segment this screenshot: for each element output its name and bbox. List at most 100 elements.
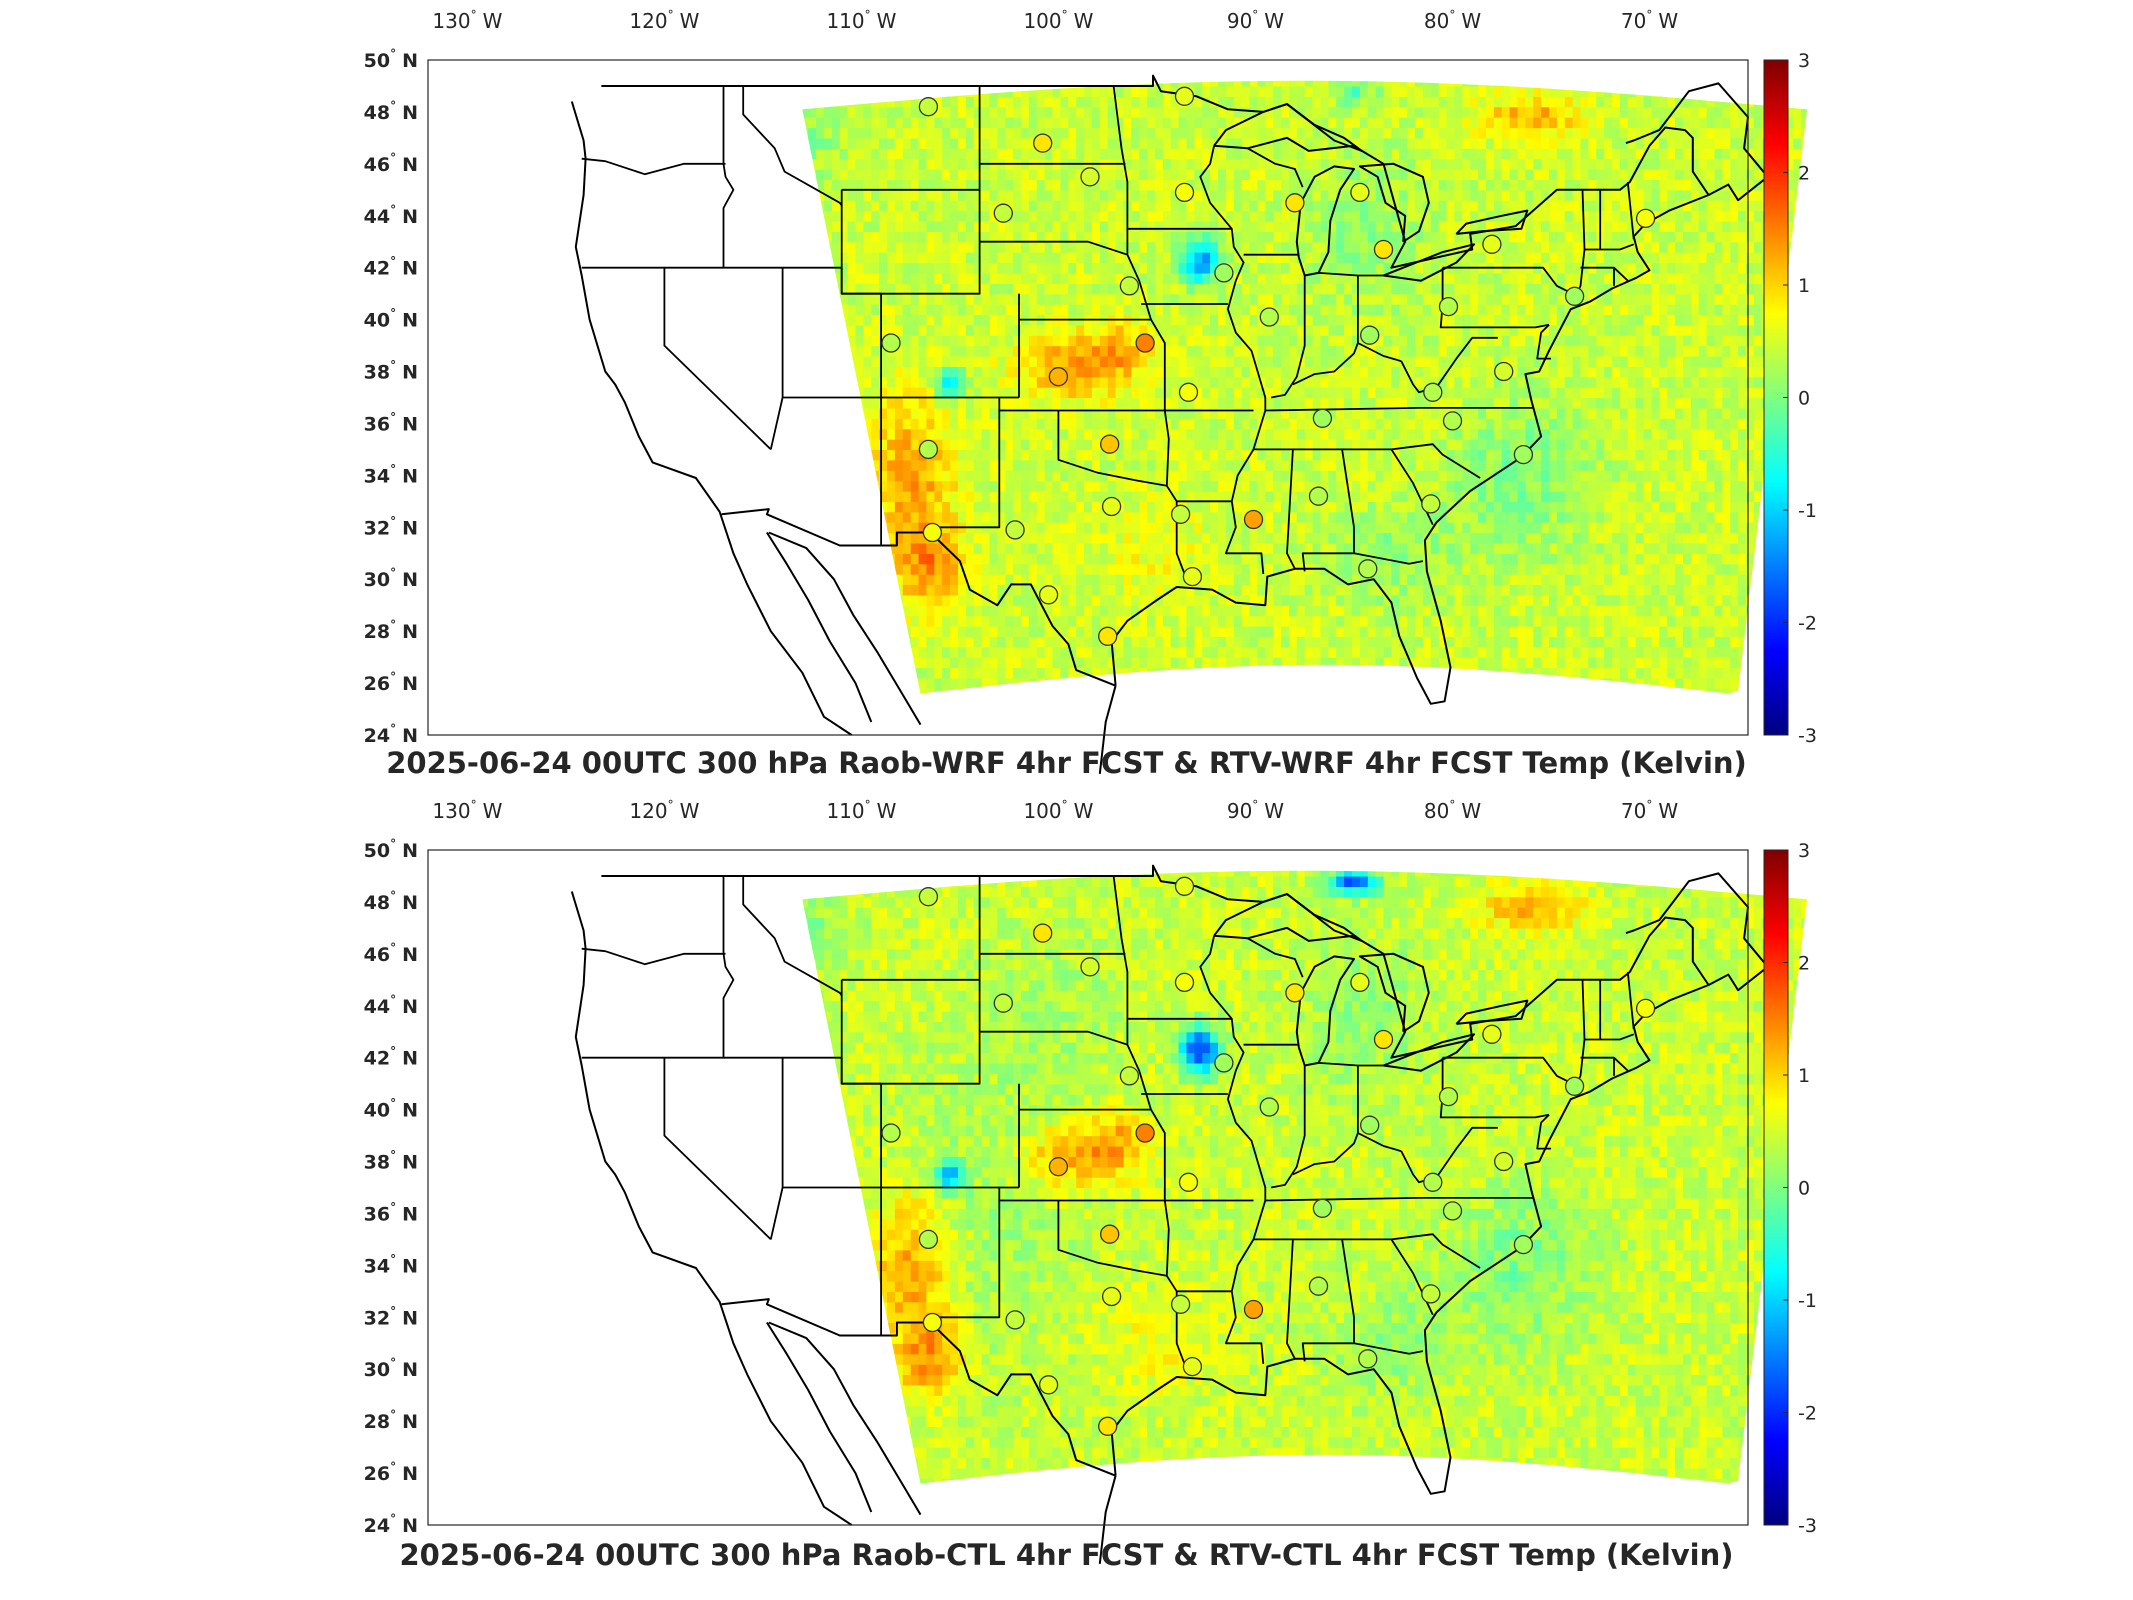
map-axes-frame — [427, 849, 1749, 1526]
raob-station-marker — [993, 993, 1013, 1013]
raob-station-marker — [1178, 382, 1199, 402]
raob-station-marker — [1174, 182, 1195, 203]
raob-station-marker — [1513, 444, 1534, 465]
colorbar-tick-label: -2 — [1798, 613, 1817, 635]
raob-stations — [881, 876, 1656, 1436]
state-border — [1584, 1033, 1635, 1041]
state-border — [581, 157, 726, 176]
raob-station-marker — [1350, 182, 1370, 203]
raob-station-marker — [1135, 333, 1155, 353]
state-border — [1199, 935, 1267, 1365]
raob-station-marker — [1174, 972, 1195, 993]
state-border — [1247, 147, 1304, 188]
raob-station-marker — [1174, 86, 1195, 106]
raob-station-marker — [922, 1312, 943, 1333]
lon-tick-label: 70° W — [1621, 798, 1678, 823]
state-border — [722, 876, 735, 1058]
lat-tick-label: 44° N — [364, 993, 418, 1018]
state-border — [1439, 267, 1550, 329]
state-border — [1536, 324, 1551, 360]
coastline — [1110, 984, 1709, 1495]
raob-station-marker — [1308, 1276, 1329, 1296]
great-lake — [1455, 999, 1529, 1025]
lon-tick-label: 110° W — [826, 8, 896, 33]
great-lake — [1383, 1033, 1476, 1072]
lon-tick-label: 100° W — [1023, 798, 1093, 823]
state-border — [1286, 1239, 1296, 1360]
colorbar-tick-label: -3 — [1798, 725, 1817, 747]
raob-station-marker — [1178, 1172, 1199, 1192]
colorbar-tick-label: 3 — [1798, 50, 1810, 72]
coastline — [570, 101, 853, 736]
lat-tick-label: 48° N — [364, 99, 418, 124]
lat-tick-label: 30° N — [364, 1356, 418, 1381]
raob-station-marker — [1442, 1201, 1463, 1221]
great-lake — [1213, 103, 1363, 152]
raob-station-marker — [1101, 496, 1122, 517]
raob-stations — [881, 86, 1656, 646]
raob-station-marker — [1170, 504, 1191, 524]
raob-station-marker — [918, 97, 939, 117]
lat-tick-label: 46° N — [364, 151, 418, 176]
state-border — [1253, 1233, 1481, 1269]
state-border — [1057, 410, 1167, 487]
great-lake — [1383, 243, 1476, 282]
lat-tick-label: 26° N — [364, 1460, 418, 1485]
lon-tick-label: 120° W — [629, 8, 699, 33]
map-panel-bottom: 130° W 120° W 110° W 100° W 90° W 80° W 70° W 50° N 48° N… — [0, 790, 2133, 1600]
lon-tick-label: 100° W — [1023, 8, 1093, 33]
great-lake — [1358, 952, 1430, 1033]
raob-station-marker — [1080, 957, 1100, 977]
raob-station-marker — [1360, 325, 1380, 345]
raob-station-marker — [1038, 585, 1059, 605]
raob-station-marker — [1635, 208, 1656, 229]
state-border — [1584, 243, 1635, 251]
coastline — [766, 1321, 873, 1513]
raob-station-marker — [1182, 1356, 1203, 1377]
raob-station-marker — [1564, 1076, 1585, 1096]
state-border — [1353, 552, 1424, 565]
lat-tick-label: 26° N — [364, 670, 418, 695]
raob-station-marker — [1564, 286, 1585, 306]
raob-station-marker — [1442, 411, 1463, 431]
state-border — [1199, 145, 1267, 575]
coastline — [768, 1321, 922, 1516]
raob-station-marker — [1373, 1029, 1394, 1050]
raob-station-marker — [1285, 193, 1305, 213]
colorbar-tick-label: -2 — [1798, 1403, 1817, 1425]
colorbar-tick-label: -3 — [1798, 1515, 1817, 1537]
raob-station-marker — [1100, 434, 1120, 454]
colorbar-tick-label: -1 — [1798, 500, 1817, 522]
lon-tick-label: 120° W — [629, 798, 699, 823]
lat-tick-label: 48° N — [364, 889, 418, 914]
canada-border — [601, 74, 1710, 269]
colorbar-tick-label: 3 — [1798, 840, 1810, 862]
state-border — [1626, 971, 1635, 1030]
raob-station-marker — [1312, 1198, 1333, 1218]
lat-tick-label: 46° N — [364, 941, 418, 966]
lat-tick-label: 42° N — [364, 1045, 418, 1070]
state-border — [1442, 266, 1574, 295]
raob-station-marker — [993, 203, 1013, 223]
raob-station-marker — [1243, 509, 1264, 530]
colorbar-tick-label: -1 — [1798, 1290, 1817, 1312]
state-border — [581, 947, 726, 966]
lat-tick-label: 36° N — [364, 410, 418, 435]
lat-tick-label: 38° N — [364, 1149, 418, 1174]
raob-station-marker — [1214, 263, 1234, 283]
state-border — [1536, 1114, 1551, 1150]
colorbar-tick-label: 1 — [1798, 275, 1810, 297]
mexico-border — [721, 508, 1116, 687]
canada-border — [601, 864, 1710, 1059]
raob-station-marker — [1135, 1123, 1155, 1143]
lat-tick-label: 50° N — [364, 47, 418, 72]
raob-station-marker — [1214, 1053, 1234, 1073]
raob-station-marker — [1358, 559, 1378, 579]
lon-tick-label: 90° W — [1227, 798, 1284, 823]
state-border — [1265, 406, 1534, 412]
raob-station-marker — [1373, 239, 1394, 260]
raob-station-marker — [918, 1229, 939, 1250]
raob-station-marker — [1101, 1286, 1122, 1307]
state-border — [742, 86, 843, 206]
raob-station-marker — [1513, 1234, 1534, 1255]
